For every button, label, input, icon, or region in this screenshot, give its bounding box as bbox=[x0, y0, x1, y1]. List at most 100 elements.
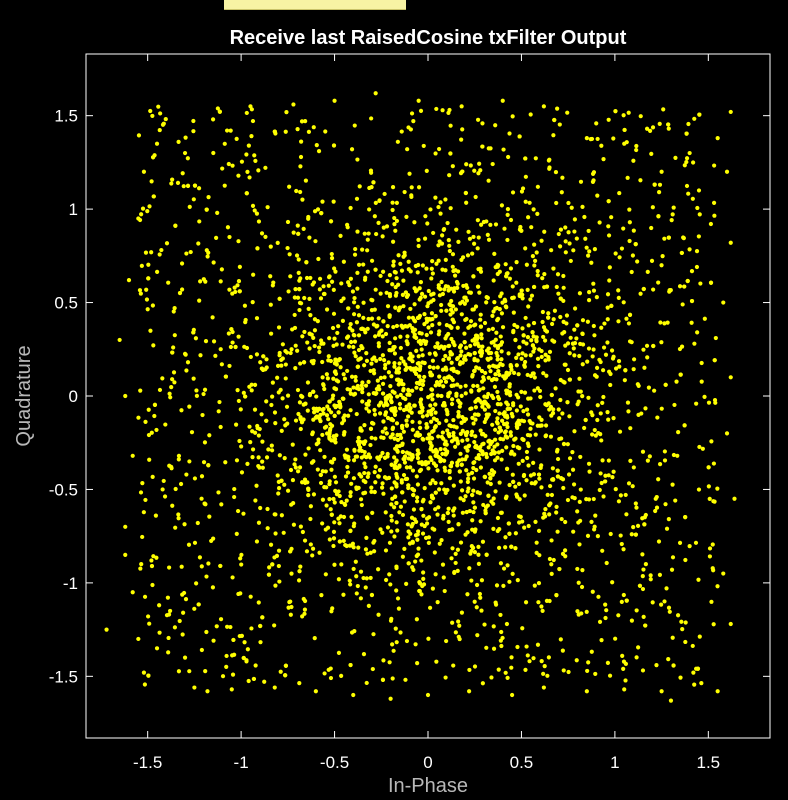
data-point bbox=[531, 320, 537, 326]
data-point bbox=[361, 491, 366, 496]
data-point bbox=[443, 365, 448, 370]
data-point bbox=[662, 458, 668, 463]
data-point bbox=[153, 513, 159, 518]
data-point bbox=[431, 230, 436, 236]
data-point bbox=[610, 474, 615, 480]
data-point bbox=[680, 302, 685, 307]
data-point bbox=[547, 512, 552, 517]
data-point bbox=[305, 340, 310, 345]
data-point bbox=[468, 319, 474, 324]
data-point bbox=[391, 648, 396, 653]
data-point bbox=[269, 443, 274, 448]
data-point bbox=[419, 592, 424, 597]
data-point bbox=[559, 516, 564, 522]
data-point bbox=[329, 251, 334, 257]
data-point bbox=[606, 117, 611, 122]
data-point bbox=[216, 490, 221, 495]
data-point bbox=[228, 624, 233, 630]
data-point bbox=[306, 486, 311, 491]
data-point bbox=[185, 183, 191, 188]
data-point bbox=[554, 284, 559, 290]
data-point bbox=[416, 529, 421, 534]
data-point bbox=[507, 276, 512, 281]
data-point bbox=[407, 171, 412, 176]
data-point bbox=[528, 426, 533, 431]
data-point bbox=[264, 399, 269, 404]
data-point bbox=[436, 204, 441, 210]
data-point bbox=[489, 675, 494, 680]
data-point bbox=[381, 319, 386, 324]
data-point bbox=[180, 632, 185, 637]
data-point bbox=[678, 372, 683, 377]
data-point bbox=[358, 426, 363, 431]
data-point bbox=[552, 117, 557, 123]
data-point bbox=[549, 571, 554, 576]
data-point bbox=[374, 386, 379, 392]
data-point bbox=[426, 540, 431, 545]
data-point bbox=[570, 450, 575, 455]
data-point bbox=[571, 346, 576, 351]
data-point bbox=[434, 417, 439, 423]
data-point bbox=[393, 336, 398, 341]
data-point bbox=[642, 365, 647, 370]
data-point bbox=[247, 175, 252, 180]
data-point bbox=[666, 605, 672, 610]
data-point bbox=[366, 399, 372, 404]
data-point bbox=[220, 674, 226, 679]
data-point bbox=[348, 662, 353, 668]
data-point bbox=[527, 659, 532, 664]
data-point bbox=[264, 455, 270, 460]
data-point bbox=[643, 562, 648, 567]
data-point bbox=[192, 476, 198, 481]
data-point bbox=[393, 626, 398, 631]
data-point bbox=[463, 391, 468, 396]
data-point bbox=[447, 468, 452, 474]
data-point bbox=[392, 505, 397, 510]
data-point bbox=[298, 361, 303, 366]
data-point bbox=[288, 549, 293, 554]
data-point bbox=[299, 420, 305, 425]
data-point bbox=[392, 412, 398, 417]
data-point bbox=[728, 240, 733, 245]
data-point bbox=[399, 423, 405, 429]
data-point bbox=[558, 314, 563, 320]
data-point bbox=[397, 401, 403, 407]
data-point bbox=[502, 410, 507, 415]
data-point bbox=[353, 354, 358, 359]
data-point bbox=[491, 526, 496, 531]
data-point bbox=[534, 337, 539, 343]
data-point bbox=[187, 404, 192, 409]
data-point bbox=[326, 417, 331, 422]
data-point bbox=[549, 392, 554, 398]
data-point bbox=[213, 353, 218, 358]
data-point bbox=[311, 492, 317, 497]
data-point bbox=[443, 439, 448, 444]
data-point bbox=[686, 121, 691, 127]
data-point bbox=[613, 486, 618, 492]
data-point bbox=[500, 635, 505, 641]
data-point bbox=[655, 415, 660, 420]
data-point bbox=[499, 643, 504, 649]
data-point bbox=[275, 375, 280, 380]
data-point bbox=[143, 419, 148, 424]
data-point bbox=[479, 578, 485, 583]
data-point bbox=[543, 433, 549, 438]
data-point bbox=[608, 371, 613, 377]
data-point bbox=[553, 386, 558, 391]
data-point bbox=[360, 380, 365, 385]
data-point bbox=[315, 319, 320, 324]
data-point bbox=[495, 416, 500, 421]
data-point bbox=[409, 193, 414, 198]
data-point bbox=[378, 273, 383, 279]
data-point bbox=[436, 505, 441, 510]
data-point bbox=[492, 300, 497, 305]
data-point bbox=[446, 238, 451, 243]
data-point bbox=[472, 439, 477, 445]
data-point bbox=[199, 496, 204, 501]
data-point bbox=[302, 611, 307, 616]
data-point bbox=[250, 300, 255, 305]
data-point bbox=[332, 520, 337, 525]
data-point bbox=[368, 550, 373, 555]
data-point bbox=[283, 129, 288, 134]
window-tab[interactable] bbox=[224, 0, 406, 10]
